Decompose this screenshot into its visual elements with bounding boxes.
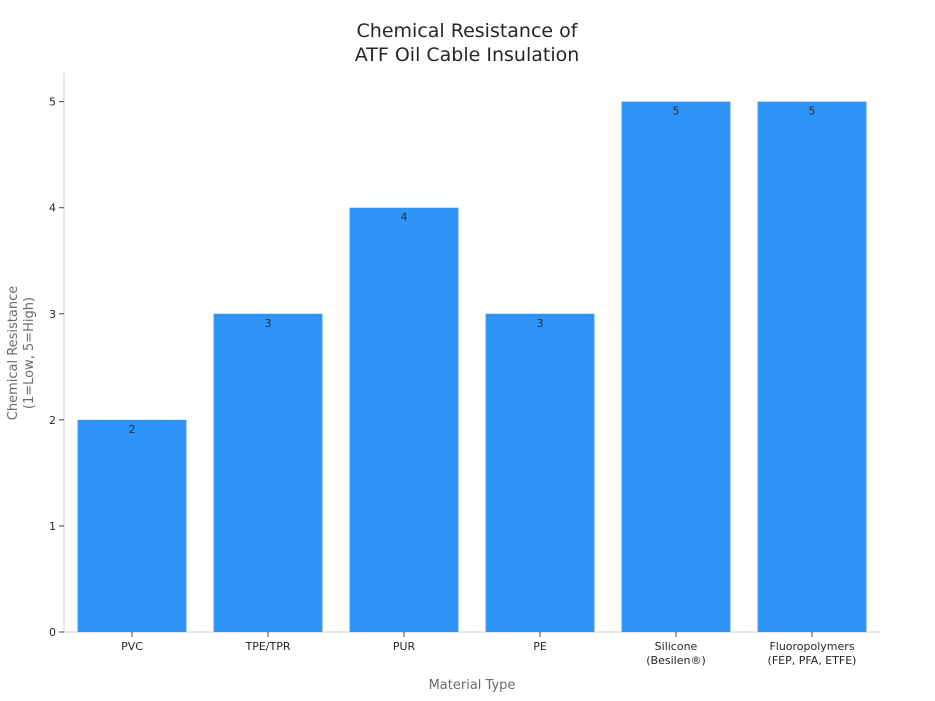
y-axis-label-line-2: (1=Low, 5=High) bbox=[22, 297, 37, 409]
bar-value-label: 3 bbox=[265, 317, 272, 330]
bar-value-label: 4 bbox=[401, 211, 408, 224]
bar-1 bbox=[213, 313, 323, 632]
y-tick-label: 5 bbox=[49, 96, 56, 109]
bar-2 bbox=[349, 207, 459, 632]
bar-3 bbox=[485, 313, 595, 632]
y-axis-label: Chemical Resistance (1=Low, 5=High) bbox=[6, 286, 37, 421]
chart-title: Chemical Resistance of ATF Oil Cable Ins… bbox=[355, 20, 580, 66]
x-tick-label: TPE/TPR bbox=[244, 640, 290, 653]
y-tick-label: 4 bbox=[49, 202, 56, 215]
bar-value-label: 2 bbox=[129, 423, 136, 436]
x-tick-label: PE bbox=[533, 640, 547, 653]
bar-value-label: 5 bbox=[673, 105, 680, 118]
bar-value-label: 5 bbox=[809, 105, 816, 118]
x-tick-label: (Besilen®) bbox=[646, 654, 705, 667]
y-tick-label: 3 bbox=[49, 308, 56, 321]
x-axis-label: Material Type bbox=[429, 678, 516, 693]
data-labels: 2 3 4 3 5 5 bbox=[129, 105, 816, 436]
y-tick-label: 1 bbox=[49, 520, 56, 533]
chart-title-line-1: Chemical Resistance of bbox=[357, 20, 579, 42]
y-axis-label-line-1: Chemical Resistance bbox=[6, 286, 21, 421]
x-tick-label: Fluoropolymers bbox=[769, 640, 854, 653]
y-tick-label: 0 bbox=[49, 626, 56, 639]
x-tick-label: PUR bbox=[393, 640, 416, 653]
bar-4 bbox=[621, 101, 731, 632]
bar-5 bbox=[757, 101, 867, 632]
bar-0 bbox=[77, 419, 187, 632]
y-ticks: 0 1 2 3 4 5 bbox=[49, 96, 64, 639]
chart-title-line-2: ATF Oil Cable Insulation bbox=[355, 44, 580, 66]
bar-value-label: 3 bbox=[537, 317, 544, 330]
x-tick-label: PVC bbox=[121, 640, 143, 653]
x-tick-label: (FEP, PFA, ETFE) bbox=[768, 654, 857, 667]
x-tick-label: Silicone bbox=[655, 640, 698, 653]
y-tick-label: 2 bbox=[49, 414, 56, 427]
bars bbox=[77, 101, 867, 632]
x-ticks: PVC TPE/TPR PUR PE Silicone(Besilen®) Fluorop… bbox=[121, 632, 856, 667]
